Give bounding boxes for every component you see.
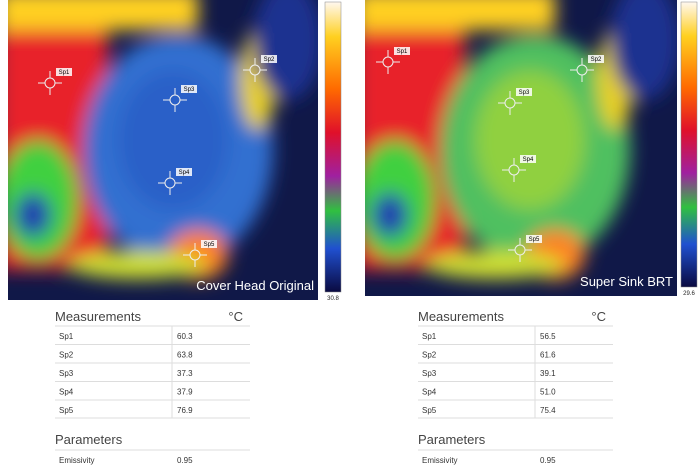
table-unit: °C <box>228 309 243 324</box>
row-value: 61.6 <box>540 351 556 360</box>
row-label: Sp1 <box>59 332 74 341</box>
table-heading: Measurements <box>55 309 141 324</box>
spot-label: Sp2 <box>591 57 602 63</box>
row-label: Sp3 <box>422 369 437 378</box>
row-label: Sp4 <box>422 388 437 397</box>
scale-min-label: 30.8 <box>327 296 339 302</box>
spot-label: Sp4 <box>179 170 190 176</box>
row-value: 37.3 <box>177 369 193 378</box>
parameter-label: Emissivity <box>422 456 458 465</box>
spot-marker <box>502 158 526 182</box>
row-value: 37.9 <box>177 388 193 397</box>
row-label: Sp2 <box>59 351 74 360</box>
spot-marker <box>38 71 62 95</box>
spot-label: Sp3 <box>519 90 530 96</box>
spot-marker <box>183 243 207 267</box>
thermal-image <box>8 0 318 300</box>
spot-marker <box>570 58 594 82</box>
row-value: 63.8 <box>177 351 193 360</box>
parameter-label: Emissivity <box>59 456 95 465</box>
row-label: Sp2 <box>422 351 437 360</box>
parameters-heading: Parameters <box>55 432 123 447</box>
thermal-image <box>365 0 677 296</box>
color-scale <box>324 1 342 293</box>
spot-marker <box>498 91 522 115</box>
row-value: 76.9 <box>177 406 193 415</box>
row-value: 39.1 <box>540 369 556 378</box>
image-caption: Cover Head Original <box>196 278 314 293</box>
row-label: Sp4 <box>59 388 74 397</box>
row-label: Sp5 <box>59 406 74 415</box>
parameter-value: 0.95 <box>540 456 556 465</box>
spot-label: Sp1 <box>59 70 70 76</box>
row-value: 51.0 <box>540 388 556 397</box>
row-value: 56.5 <box>540 332 556 341</box>
spot-label: Sp1 <box>397 49 408 55</box>
spot-label: Sp5 <box>529 237 540 243</box>
row-label: Sp1 <box>422 332 437 341</box>
row-value: 60.3 <box>177 332 193 341</box>
spot-marker <box>376 50 400 74</box>
table-heading: Measurements <box>418 309 504 324</box>
spot-label: Sp2 <box>264 57 275 63</box>
row-label: Sp5 <box>422 406 437 415</box>
row-label: Sp3 <box>59 369 74 378</box>
scale-min-label: 29.6 <box>683 291 695 297</box>
table-unit: °C <box>591 309 606 324</box>
color-scale <box>680 1 698 288</box>
row-value: 75.4 <box>540 406 556 415</box>
spot-label: Sp3 <box>184 87 195 93</box>
spot-marker <box>243 58 267 82</box>
image-caption: Super Sink BRT <box>580 274 673 289</box>
spot-label: Sp5 <box>204 242 215 248</box>
spot-label: Sp4 <box>523 157 534 163</box>
spot-marker <box>508 238 532 262</box>
parameters-heading: Parameters <box>418 432 486 447</box>
parameter-value: 0.95 <box>177 456 193 465</box>
spot-marker <box>158 171 182 195</box>
spot-marker <box>163 88 187 112</box>
